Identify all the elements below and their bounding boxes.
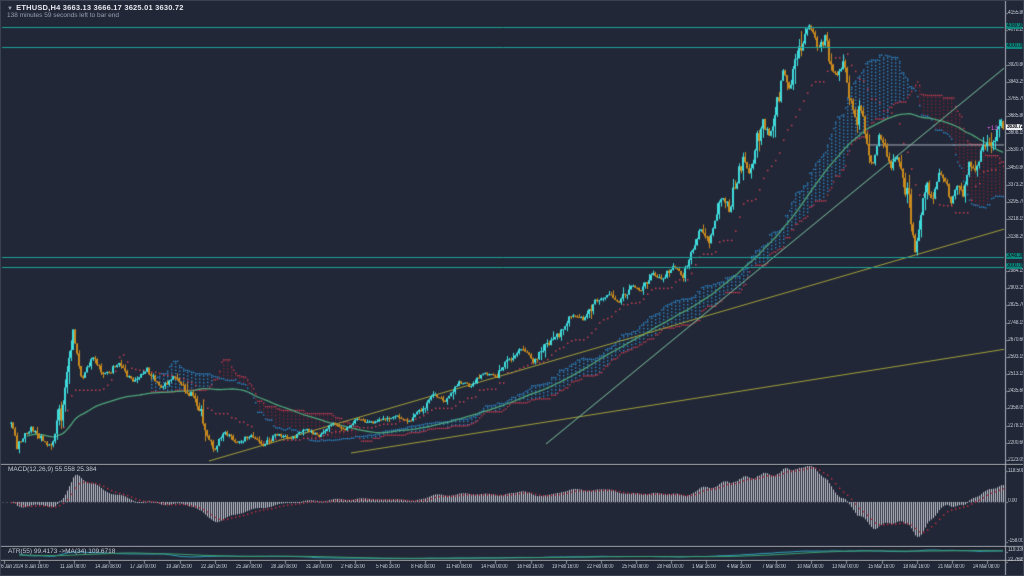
- chart-header: ▼ ETHUSD,H4 3663.13 3666.17 3625.01 3630.…: [7, 3, 184, 12]
- level-price-label: 4000.00: [1006, 43, 1024, 49]
- price-axis-tick-label: 2358.05: [1008, 405, 1024, 411]
- atr-indicator-label: ATR(55) 99.4173 ->MA(34) 109.6718: [8, 548, 116, 555]
- price-axis-tick-label: 2435.60: [1008, 388, 1024, 394]
- collapse-arrow-icon[interactable]: ▼: [7, 6, 14, 12]
- price-axis-tick-label: 2670.60: [1008, 337, 1024, 343]
- atr-scale-label: 22.7695: [1008, 557, 1024, 563]
- price-axis-tick-label: 3765.70: [1008, 96, 1024, 102]
- price-axis-tick-label: 3843.25: [1008, 79, 1024, 85]
- time-axis-label: 21 Mar 08:00: [937, 564, 965, 570]
- atr-scale-label: 119.3361: [1008, 547, 1023, 553]
- time-axis-label: 11 Feb 08:00: [446, 564, 473, 570]
- price-axis-tick-label: 3373.25: [1008, 182, 1024, 188]
- time-axis-label: 5 Feb 16:00: [376, 564, 400, 570]
- current-price-label: 3630.72: [1006, 124, 1024, 130]
- macd-scale-label: 118.508: [1008, 468, 1024, 474]
- time-axis-label: 25 Jan 08:00: [235, 564, 262, 570]
- time-axis-label: 16 Feb 16:00: [516, 564, 544, 570]
- symbol-ohlc-label: ETHUSD,H4 3663.13 3666.17 3625.01 3630.7…: [16, 3, 184, 12]
- price-axis-tick-label: 2278.15: [1008, 423, 1024, 429]
- time-axis-label: 7 Mar 08:00: [762, 564, 787, 570]
- price-axis-tick-label: 3530.70: [1008, 147, 1024, 153]
- price-axis-tick-label: 4078.25: [1008, 27, 1024, 33]
- price-axis[interactable]: 4155.80 4078.25 3920.80 3843.25 3765.70 3685.…: [1005, 1, 1024, 575]
- macd-scale-label: -158.003: [1008, 538, 1024, 544]
- price-axis-tick-label: 3685.80: [1008, 113, 1024, 119]
- time-axis-label: 8 Feb 08:00: [411, 564, 436, 570]
- time-axis-label: 14 Feb 00:00: [481, 564, 508, 570]
- spread-marker: +13: [987, 125, 999, 132]
- time-axis-label: 8 Jan 16:00: [25, 564, 49, 570]
- level-price-label: 3048.38: [1006, 253, 1024, 259]
- time-axis-label: 28 Feb 00:00: [656, 564, 684, 570]
- price-axis-tick-label: 2123.05: [1008, 457, 1024, 463]
- price-axis-tick-label: 3295.70: [1008, 199, 1024, 205]
- price-axis-tick-label: 2748.15: [1008, 320, 1024, 326]
- macd-scale-label: 0.00: [1008, 498, 1017, 504]
- time-axis-label: 10 Mar 08:00: [797, 564, 824, 570]
- time-axis-label: 14 Jan 08:00: [95, 564, 122, 570]
- price-axis-tick-label: 3218.15: [1008, 216, 1024, 222]
- time-axis-label: 11 Jan 08:00: [60, 564, 86, 570]
- time-axis-label: 15 Mar 16:00: [867, 564, 895, 570]
- price-axis-tick-label: 2903.25: [1008, 285, 1024, 291]
- time-axis-label: 22 Feb 08:00: [586, 564, 614, 570]
- price-axis-tick-label: 2200.60: [1008, 440, 1024, 446]
- price-axis-tick-label: 4155.80: [1008, 10, 1024, 16]
- time-axis-label: 13 Mar 00:00: [832, 564, 859, 570]
- time-axis-label: 31 Jan 00:00: [305, 564, 332, 570]
- time-axis-label: 19 Jan 16:00: [165, 564, 192, 570]
- price-axis-tick-label: 2513.15: [1008, 371, 1024, 377]
- price-axis-tick-label: 3608.15: [1008, 130, 1024, 136]
- macd-indicator-label: MACD(12,26,9) 55.558 25.384: [8, 466, 97, 473]
- time-axis-label: 6 Jan 2024: [1, 564, 24, 570]
- bar-countdown-label: 138 minutes 59 seconds left to bar end: [7, 12, 120, 19]
- price-axis-tick-label: 3138.25: [1008, 234, 1024, 240]
- time-axis-label: 4 Mar 16:00: [727, 564, 751, 570]
- time-axis-label: 1 Mar 16:00: [692, 564, 716, 570]
- time-axis-label: 22 Jan 16:00: [200, 564, 227, 570]
- price-axis-tick-label: 2984.15: [1008, 268, 1024, 274]
- time-axis-label: 17 Jan 00:00: [130, 564, 157, 570]
- price-axis-tick-label: 2825.70: [1008, 302, 1024, 308]
- level-price-label: 4089.90: [1006, 23, 1024, 29]
- time-axis-label: 2 Feb 16:00: [341, 564, 365, 570]
- time-axis-label: 19 Feb 16:00: [551, 564, 579, 570]
- time-axis-label: 24 Mar 08:00: [972, 564, 1000, 570]
- time-axis-label: 28 Jan 08:00: [270, 564, 297, 570]
- time-axis-label: 25 Feb 08:00: [621, 564, 649, 570]
- price-axis-tick-label: 2593.15: [1008, 354, 1024, 360]
- time-axis-label: 18 Mar 16:00: [902, 564, 930, 570]
- time-axis[interactable]: 6 Jan 2024 8 Jan 16:00 11 Jan 08:00 14 Jan …: [1, 560, 1005, 575]
- price-axis-tick-label: 3920.80: [1008, 62, 1024, 68]
- level-price-label: 3000.00: [1006, 263, 1024, 269]
- price-axis-tick-label: 3450.80: [1008, 165, 1024, 171]
